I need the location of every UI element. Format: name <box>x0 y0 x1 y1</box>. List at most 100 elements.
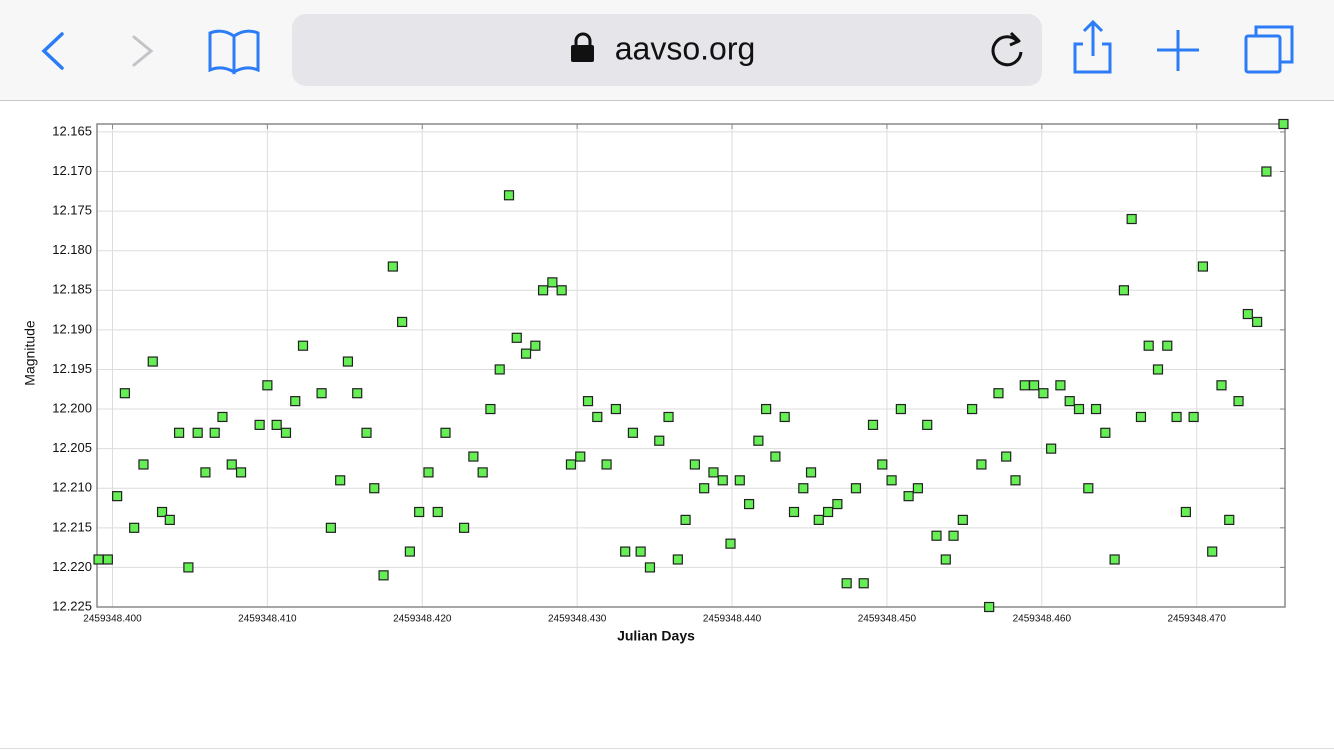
new-tab-button[interactable] <box>1157 30 1199 71</box>
data-point <box>404 546 415 557</box>
data-point <box>1090 403 1102 415</box>
data-point <box>440 427 451 438</box>
data-point <box>1152 364 1164 375</box>
data-point <box>779 411 790 423</box>
data-point <box>725 538 736 549</box>
data-point <box>1242 308 1253 320</box>
data-point <box>1216 380 1227 391</box>
data-point <box>708 467 719 478</box>
data-point <box>1064 396 1075 407</box>
data-point <box>788 506 800 518</box>
data-point <box>877 459 888 470</box>
data-point <box>119 388 130 399</box>
data-point <box>335 475 346 486</box>
x-tick-label: 2459348.400 <box>83 614 142 625</box>
x-tick-label: 2459348.420 <box>393 614 452 625</box>
data-point <box>494 364 505 375</box>
data-point <box>192 427 203 438</box>
data-point <box>770 451 781 462</box>
data-point <box>1135 411 1147 423</box>
data-point <box>1109 554 1120 565</box>
data-point <box>689 459 700 470</box>
bookmarks-button[interactable] <box>208 29 260 75</box>
data-point <box>477 467 488 478</box>
data-point <box>503 190 515 201</box>
y-axis-title: Magnitude <box>22 320 38 386</box>
data-point <box>235 467 247 478</box>
data-point <box>922 419 933 430</box>
data-point <box>1083 483 1094 494</box>
data-point <box>627 427 639 438</box>
data-point <box>342 356 354 367</box>
address-bar[interactable] <box>292 14 1042 86</box>
y-tick-label: 12.195 <box>52 361 92 376</box>
data-point <box>635 546 646 557</box>
data-point <box>984 601 995 613</box>
data-point <box>1038 388 1049 399</box>
data-point <box>1010 475 1021 486</box>
back-button[interactable] <box>41 32 64 70</box>
data-point <box>1180 506 1191 518</box>
data-point <box>556 285 567 296</box>
data-point <box>530 340 541 351</box>
data-point <box>290 396 301 407</box>
data-point <box>753 435 764 446</box>
data-point <box>699 483 710 494</box>
x-tick-label: 2459348.450 <box>858 614 917 625</box>
data-point <box>832 498 843 510</box>
plot-frame <box>96 123 1286 608</box>
data-point <box>209 427 220 438</box>
data-point <box>537 285 549 296</box>
data-point <box>432 506 443 518</box>
data-point <box>325 522 336 533</box>
data-point <box>680 514 691 526</box>
data-point <box>610 403 621 415</box>
y-tick-label: 12.165 <box>52 123 92 138</box>
data-point <box>316 388 327 399</box>
data-point <box>1188 411 1199 423</box>
data-point <box>352 388 363 399</box>
chart: Julian Days Magnitude 12.165 12.170 12.175… <box>22 118 1289 644</box>
data-point <box>993 388 1004 399</box>
data-point <box>414 506 425 518</box>
data-point <box>156 506 168 518</box>
data-point <box>1100 427 1111 438</box>
data-point <box>271 419 282 430</box>
data-point <box>798 483 809 494</box>
data-point <box>867 419 879 430</box>
share-button[interactable] <box>1073 19 1112 74</box>
data-point <box>1162 340 1173 351</box>
reload-button[interactable] <box>991 31 1023 67</box>
data-point <box>1001 451 1012 462</box>
data-point <box>886 475 897 486</box>
x-tick-label: 2459348.460 <box>1013 614 1072 625</box>
data-point <box>841 578 852 589</box>
data-point <box>601 459 612 470</box>
data-point <box>226 459 237 470</box>
data-point <box>967 403 978 415</box>
data-point <box>822 506 834 518</box>
y-tick-label: 12.210 <box>52 480 92 495</box>
data-point <box>183 562 194 573</box>
y-tick-label: 12.225 <box>52 598 92 613</box>
data-point <box>1278 118 1289 130</box>
tabs-button[interactable] <box>1244 25 1294 74</box>
data-point <box>654 435 665 446</box>
data-point <box>262 380 273 391</box>
data-point <box>957 514 968 526</box>
x-tick-label: 2459348.470 <box>1168 614 1227 625</box>
data-point <box>511 332 522 343</box>
data-point <box>173 427 185 438</box>
data-point <box>931 530 942 541</box>
data-point <box>743 498 755 510</box>
data-point <box>129 522 140 533</box>
data-point <box>1126 213 1137 225</box>
data-point <box>254 419 265 430</box>
y-tick-label: 12.180 <box>52 242 92 257</box>
data-point <box>397 316 408 328</box>
forward-button[interactable] <box>132 35 154 67</box>
data-point <box>1046 443 1057 454</box>
data-point <box>1224 514 1235 526</box>
